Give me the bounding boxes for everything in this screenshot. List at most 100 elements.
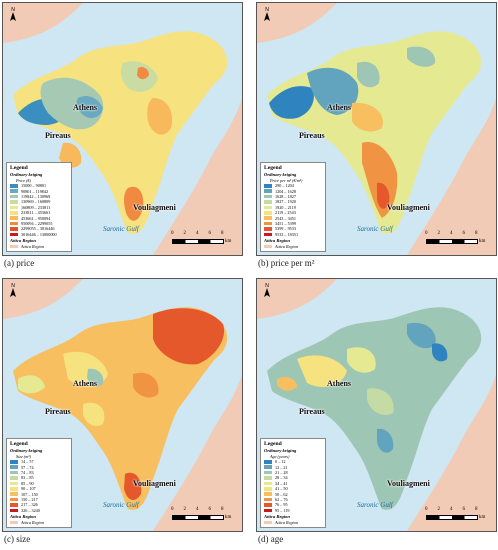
legend-swatch xyxy=(10,503,18,507)
scale-bar-graphic xyxy=(172,515,224,520)
legend-swatch xyxy=(264,460,272,464)
legend-item-label: 0 – 12 xyxy=(275,459,286,465)
legend-swatch xyxy=(10,194,18,199)
legend-swatch xyxy=(264,465,272,470)
legend-swatch xyxy=(264,470,272,475)
scale-unit-label: km xyxy=(479,239,486,244)
legend-method: Ordinary kriging xyxy=(10,448,43,454)
legend-item-label: 83 – 85 xyxy=(21,475,34,481)
scale-bar: 0 2 4 6 8 km xyxy=(425,507,488,523)
legend-swatch xyxy=(10,232,18,237)
city-label-vouliagmeni: Vouliagmeni xyxy=(387,479,430,488)
map-panel-age: N Athens Pireaus Vouliagmeni Saronic Gul… xyxy=(256,278,497,532)
scale-tick-label: 2 xyxy=(183,231,187,236)
legend-item-label: 290 – 1204 xyxy=(275,183,294,189)
legend-item: 62 – 76 xyxy=(264,497,322,502)
legend-swatch xyxy=(10,184,18,188)
north-label: N xyxy=(11,283,15,289)
legend-title: Legend xyxy=(264,441,282,448)
legend-unit: Age (years) xyxy=(270,453,290,459)
legend-item: 57 – 74 xyxy=(10,465,68,470)
legend-item: 150 – 217 xyxy=(10,497,68,502)
legend-item: 15000 – 90801 xyxy=(10,183,68,188)
legend-swatch xyxy=(264,487,272,491)
legend-swatch xyxy=(10,476,18,480)
legend-item-label: 160809 – 233811 xyxy=(21,204,51,210)
legend-item-label: 1827 – 1920 xyxy=(275,199,296,205)
scale-tick-label: 6 xyxy=(208,507,212,512)
legend-swatch xyxy=(10,221,18,226)
legend-item-label: 62 – 76 xyxy=(275,496,288,502)
north-label: N xyxy=(265,7,269,13)
legend-item: 160809 – 233811 xyxy=(10,205,68,210)
scale-tick-label: 2 xyxy=(183,507,187,512)
scale-tick-label: 6 xyxy=(208,231,212,236)
legend-method: Ordinary kriging xyxy=(264,172,297,178)
scale-unit-label: km xyxy=(225,515,232,520)
legend-item-label: 3016446 – 13000000 xyxy=(21,231,57,237)
legend-swatch xyxy=(264,184,272,188)
legend-swatch xyxy=(10,211,18,215)
scale-tick-label: 0 xyxy=(425,231,428,236)
map-panel-price-per-m2: N Athens Pireaus Vouliagmeni Saronic Gul… xyxy=(256,2,497,256)
legend-item-label: 130969 – 160809 xyxy=(21,199,51,205)
legend-item: 90801 – 119842 xyxy=(10,189,68,194)
panel-caption-b: (b) price per m² xyxy=(258,258,315,268)
north-arrow-icon: N xyxy=(264,283,270,297)
north-arrow-icon: N xyxy=(264,7,270,21)
legend-item: 41 – 50 xyxy=(264,486,322,491)
map-canvas xyxy=(257,279,496,531)
legend-item: 14 – 57 xyxy=(10,459,68,464)
legend-item-label: 119842 – 130969 xyxy=(21,193,51,199)
scale-tick-label: 2 xyxy=(437,507,441,512)
legend-item: 3016446 – 13000000 xyxy=(10,232,68,237)
scale-tick-label: 6 xyxy=(462,507,466,512)
scale-bar: 0 2 4 6 8 km xyxy=(171,507,234,523)
legend-swatch xyxy=(10,460,18,464)
legend-region-swatch xyxy=(10,244,18,249)
scale-tick-label: 0 xyxy=(171,231,174,236)
legend-region-title: Attica Region xyxy=(10,238,36,244)
legend-swatch xyxy=(264,476,272,480)
scale-tick-label: 4 xyxy=(196,507,199,512)
legend-region-item: Attica Region xyxy=(264,520,322,525)
legend-item-label: 107 – 150 xyxy=(21,491,38,497)
legend-item-label: 15000 – 90801 xyxy=(21,183,47,189)
map-panel-price: N Athens Pireaus Vouliagmeni Saronic Gul… xyxy=(2,2,243,256)
legend-swatch xyxy=(264,232,272,237)
legend-swatch xyxy=(10,465,18,470)
legend-item-label: 74 – 83 xyxy=(21,469,34,475)
legend-item: 1204 – 1628 xyxy=(264,189,322,194)
legend: Legend Ordinary kriging Age (years) 0 – 12 1… xyxy=(260,438,326,528)
scale-tick-label: 8 xyxy=(475,231,478,236)
scale-tick-label: 0 xyxy=(425,507,428,512)
legend-item-label: 1920 – 2119 xyxy=(275,204,296,210)
legend-swatch xyxy=(264,216,272,221)
legend: Legend Ordinary kriging Price per m² (€/m²… xyxy=(260,162,326,252)
legend-item-label: 3451 – 5399 xyxy=(275,220,296,226)
legend-region-swatch xyxy=(264,244,272,249)
legend-unit: Size (m²) xyxy=(16,453,31,459)
legend-item-label: 34 – 41 xyxy=(275,480,288,486)
city-label-pireaus: Pireaus xyxy=(45,407,71,416)
legend-title: Legend xyxy=(10,441,28,448)
legend-swatch xyxy=(264,481,272,486)
legend-item: 326 – 3240 xyxy=(10,508,68,513)
legend-item-label: 85 – 90 xyxy=(21,480,34,486)
legend-region-label: Attica Region xyxy=(21,243,44,249)
legend-item: 2543 – 3451 xyxy=(264,216,322,221)
legend-item-label: 326 – 3240 xyxy=(21,507,40,513)
legend-swatch xyxy=(10,200,18,204)
legend-item: 90 – 107 xyxy=(10,486,68,491)
legend-item: 233811 – 453661 xyxy=(10,210,68,215)
legend-item: 107 – 150 xyxy=(10,492,68,497)
legend-swatch xyxy=(264,492,272,497)
legend-swatch xyxy=(264,205,272,210)
gulf-label: Saronic Gulf xyxy=(357,225,393,233)
city-label-pireaus: Pireaus xyxy=(45,131,71,140)
panel-caption-c: (c) size xyxy=(4,534,31,544)
scale-unit-label: km xyxy=(225,239,232,244)
gulf-label: Saronic Gulf xyxy=(103,225,139,233)
scale-unit-label: km xyxy=(479,515,486,520)
legend-title: Legend xyxy=(10,165,28,172)
